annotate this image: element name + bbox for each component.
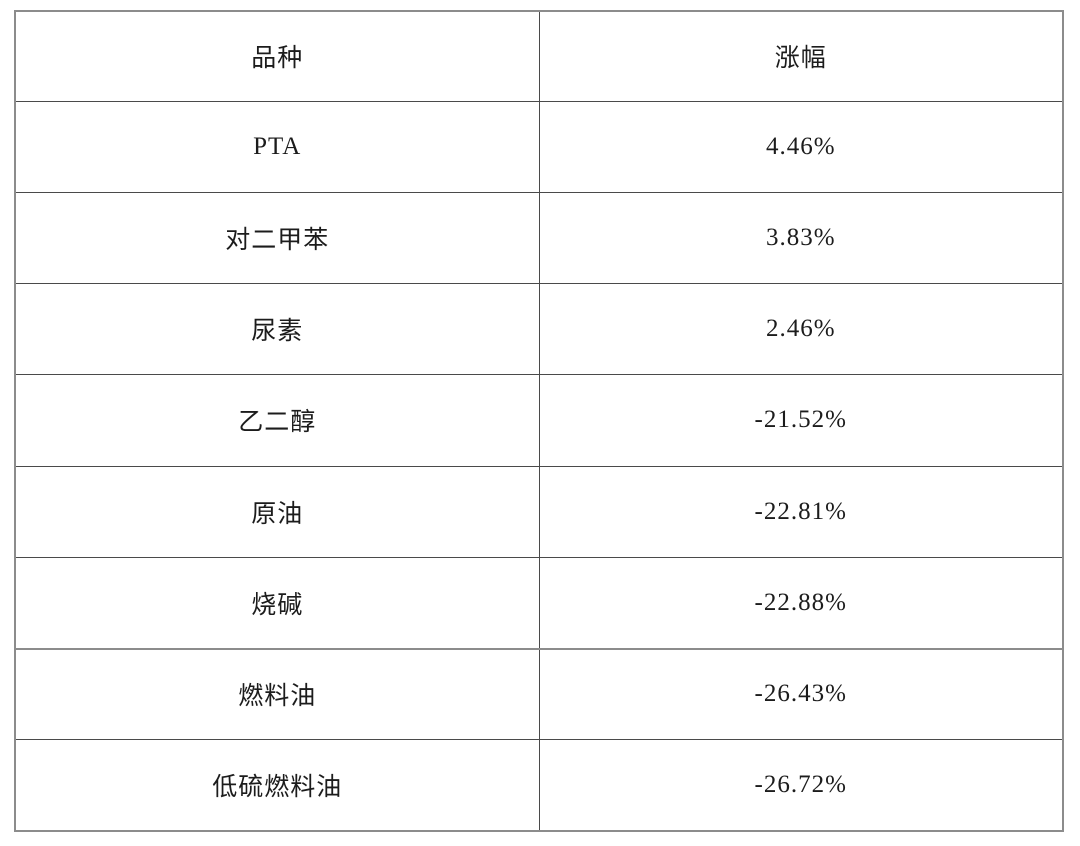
change-cell: -26.72% [538,739,1064,832]
variety-cell: 尿素 [14,282,540,376]
table-body: PTA 4.46% 对二甲苯 3.83% 尿素 2.46% 乙二醇 -21.52… [14,100,1064,832]
change-cell: -22.81% [538,465,1064,558]
variety-cell: 原油 [14,465,540,558]
commodity-change-table: 品种 涨幅 PTA 4.46% 对二甲苯 3.83% 尿素 2.46% 乙二醇 … [14,10,1064,832]
price-change-table: 品种 涨幅 PTA 4.46% 对二甲苯 3.83% 尿素 2.46% 乙二醇 … [14,10,1064,832]
change-cell: -26.43% [538,647,1064,741]
table-row: 燃料油 -26.43% [14,647,1064,741]
variety-cell: 燃料油 [14,647,540,741]
table-header-row: 品种 涨幅 [14,10,1064,102]
variety-cell: 乙二醇 [14,374,540,467]
table-row: 乙二醇 -21.52% [14,374,1064,467]
table-row: 烧碱 -22.88% [14,556,1064,650]
table-row: 原油 -22.81% [14,465,1064,558]
table-row: 低硫燃料油 -26.72% [14,739,1064,832]
change-cell: -21.52% [538,374,1064,467]
variety-cell: 低硫燃料油 [14,739,540,832]
variety-cell: 烧碱 [14,556,540,650]
change-cell: 4.46% [538,100,1064,193]
variety-cell: 对二甲苯 [14,191,540,285]
column-header-change: 涨幅 [538,10,1064,102]
table-row: PTA 4.46% [14,100,1064,193]
variety-cell: PTA [14,100,540,193]
table-row: 对二甲苯 3.83% [14,191,1064,285]
change-cell: 2.46% [538,282,1064,376]
change-cell: -22.88% [538,556,1064,650]
column-header-variety: 品种 [14,10,540,102]
change-cell: 3.83% [538,191,1064,285]
table-row: 尿素 2.46% [14,282,1064,376]
